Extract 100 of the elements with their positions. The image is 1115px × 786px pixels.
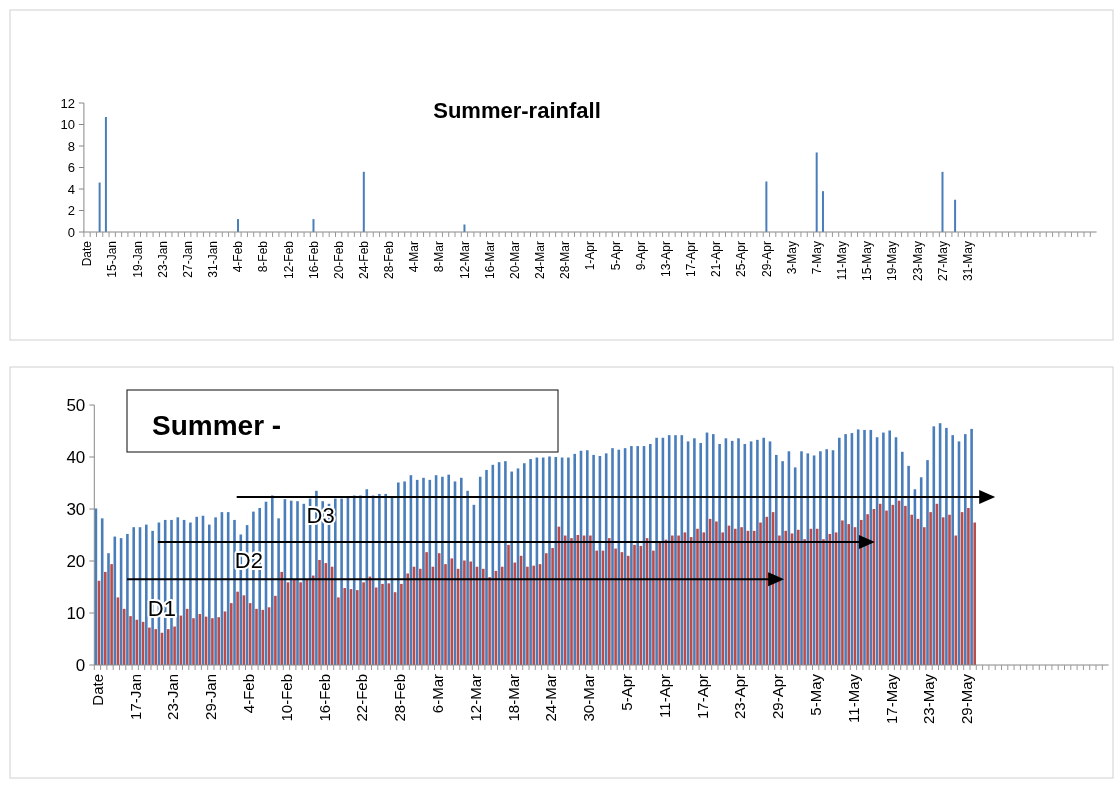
- bar: [589, 535, 592, 665]
- x-tick-label: 10-Feb: [277, 674, 295, 722]
- bar: [107, 553, 110, 665]
- bar: [652, 550, 655, 665]
- bar: [778, 535, 781, 665]
- bar: [633, 544, 636, 665]
- bar: [756, 439, 759, 665]
- bar: [815, 528, 819, 665]
- bar: [148, 627, 151, 665]
- x-tick-label: 23-May: [910, 241, 925, 282]
- x-tick-label: 29-Apr: [759, 241, 774, 278]
- bar: [343, 588, 346, 665]
- bar: [586, 450, 589, 665]
- y-tick-label: 10: [66, 603, 86, 623]
- bar: [793, 467, 797, 665]
- x-tick-label: 5-May: [806, 673, 824, 716]
- bar: [904, 505, 907, 665]
- bar: [167, 629, 170, 665]
- x-tick-label: 23-Jan: [155, 241, 170, 278]
- x-tick-label: 11-May: [835, 241, 850, 281]
- bar: [822, 539, 825, 665]
- bar: [604, 453, 608, 665]
- bar: [649, 444, 652, 665]
- bar: [718, 444, 721, 665]
- bar: [359, 495, 362, 665]
- bar: [129, 616, 132, 665]
- bar: [419, 568, 422, 665]
- bar: [296, 501, 299, 665]
- bar: [699, 442, 702, 665]
- x-tick-label: 7-May: [809, 241, 824, 275]
- bar: [941, 171, 944, 232]
- x-tick-label: 16-Feb: [315, 674, 333, 722]
- bar: [630, 446, 633, 665]
- x-tick-label: 31-Jan: [206, 241, 221, 278]
- bar: [784, 530, 787, 665]
- x-tick-label: 24-Mar: [542, 674, 560, 722]
- chart-title: Summer -: [152, 410, 282, 441]
- bar: [217, 617, 220, 665]
- bar: [507, 544, 510, 665]
- y-tick-label: 12: [60, 95, 75, 111]
- bar: [510, 471, 513, 665]
- bar: [122, 608, 126, 665]
- y-tick-label: 0: [75, 655, 86, 675]
- x-tick-label: 25-Apr: [734, 241, 749, 278]
- bar: [422, 477, 425, 665]
- bar: [907, 465, 910, 665]
- bar: [311, 575, 315, 665]
- bar: [145, 524, 148, 665]
- bar: [693, 438, 696, 665]
- bar: [674, 435, 677, 665]
- bar: [737, 438, 740, 665]
- bar: [689, 537, 693, 665]
- bar: [888, 430, 891, 665]
- bar: [563, 535, 567, 665]
- bar: [948, 514, 951, 665]
- bar: [797, 529, 800, 665]
- y-tick-label: 6: [67, 160, 75, 176]
- bar: [378, 493, 381, 665]
- y-tick-label: 40: [66, 447, 86, 467]
- bar: [548, 456, 551, 665]
- bar: [126, 533, 129, 665]
- bar: [236, 591, 239, 665]
- x-tick-label: 29-Jan: [202, 674, 220, 720]
- x-tick-label: 4-Feb: [239, 674, 257, 714]
- bar: [658, 542, 661, 665]
- bar: [466, 490, 469, 665]
- bar: [721, 532, 724, 665]
- bar: [841, 520, 844, 665]
- x-tick-label: 23-Apr: [731, 674, 749, 720]
- x-tick-label: 8-Mar: [432, 241, 447, 273]
- y-tick-label: 0: [67, 224, 75, 240]
- x-tick-label: 23-May: [920, 673, 938, 725]
- bar: [821, 191, 824, 232]
- bar: [104, 571, 107, 665]
- x-tick-label: 1-Apr: [583, 241, 598, 271]
- bar: [230, 603, 233, 665]
- x-tick-label: 17-Apr: [684, 241, 699, 278]
- bar: [866, 514, 869, 665]
- bar: [437, 553, 441, 665]
- bar: [819, 451, 822, 665]
- bar: [671, 535, 674, 665]
- bar: [752, 530, 756, 665]
- bar: [762, 437, 765, 665]
- x-tick-label: 29-May: [958, 673, 976, 725]
- y-tick-label: 4: [67, 181, 75, 197]
- bar: [214, 517, 217, 665]
- bar: [878, 503, 882, 665]
- bar: [381, 583, 384, 665]
- bar: [337, 597, 340, 665]
- bar: [400, 583, 403, 665]
- x-tick-label: 4-Mar: [407, 241, 422, 273]
- x-tick-label: 27-Jan: [180, 241, 195, 278]
- x-tick-label: 21-Apr: [709, 241, 724, 278]
- x-tick-label: 13-Apr: [658, 241, 673, 278]
- bar: [340, 498, 343, 665]
- x-tick-label: Date: [80, 240, 95, 267]
- x-tick-label: 15-Jan: [105, 241, 120, 278]
- bar: [488, 577, 491, 665]
- bar: [655, 437, 658, 665]
- y-tick-label: 10: [60, 117, 75, 133]
